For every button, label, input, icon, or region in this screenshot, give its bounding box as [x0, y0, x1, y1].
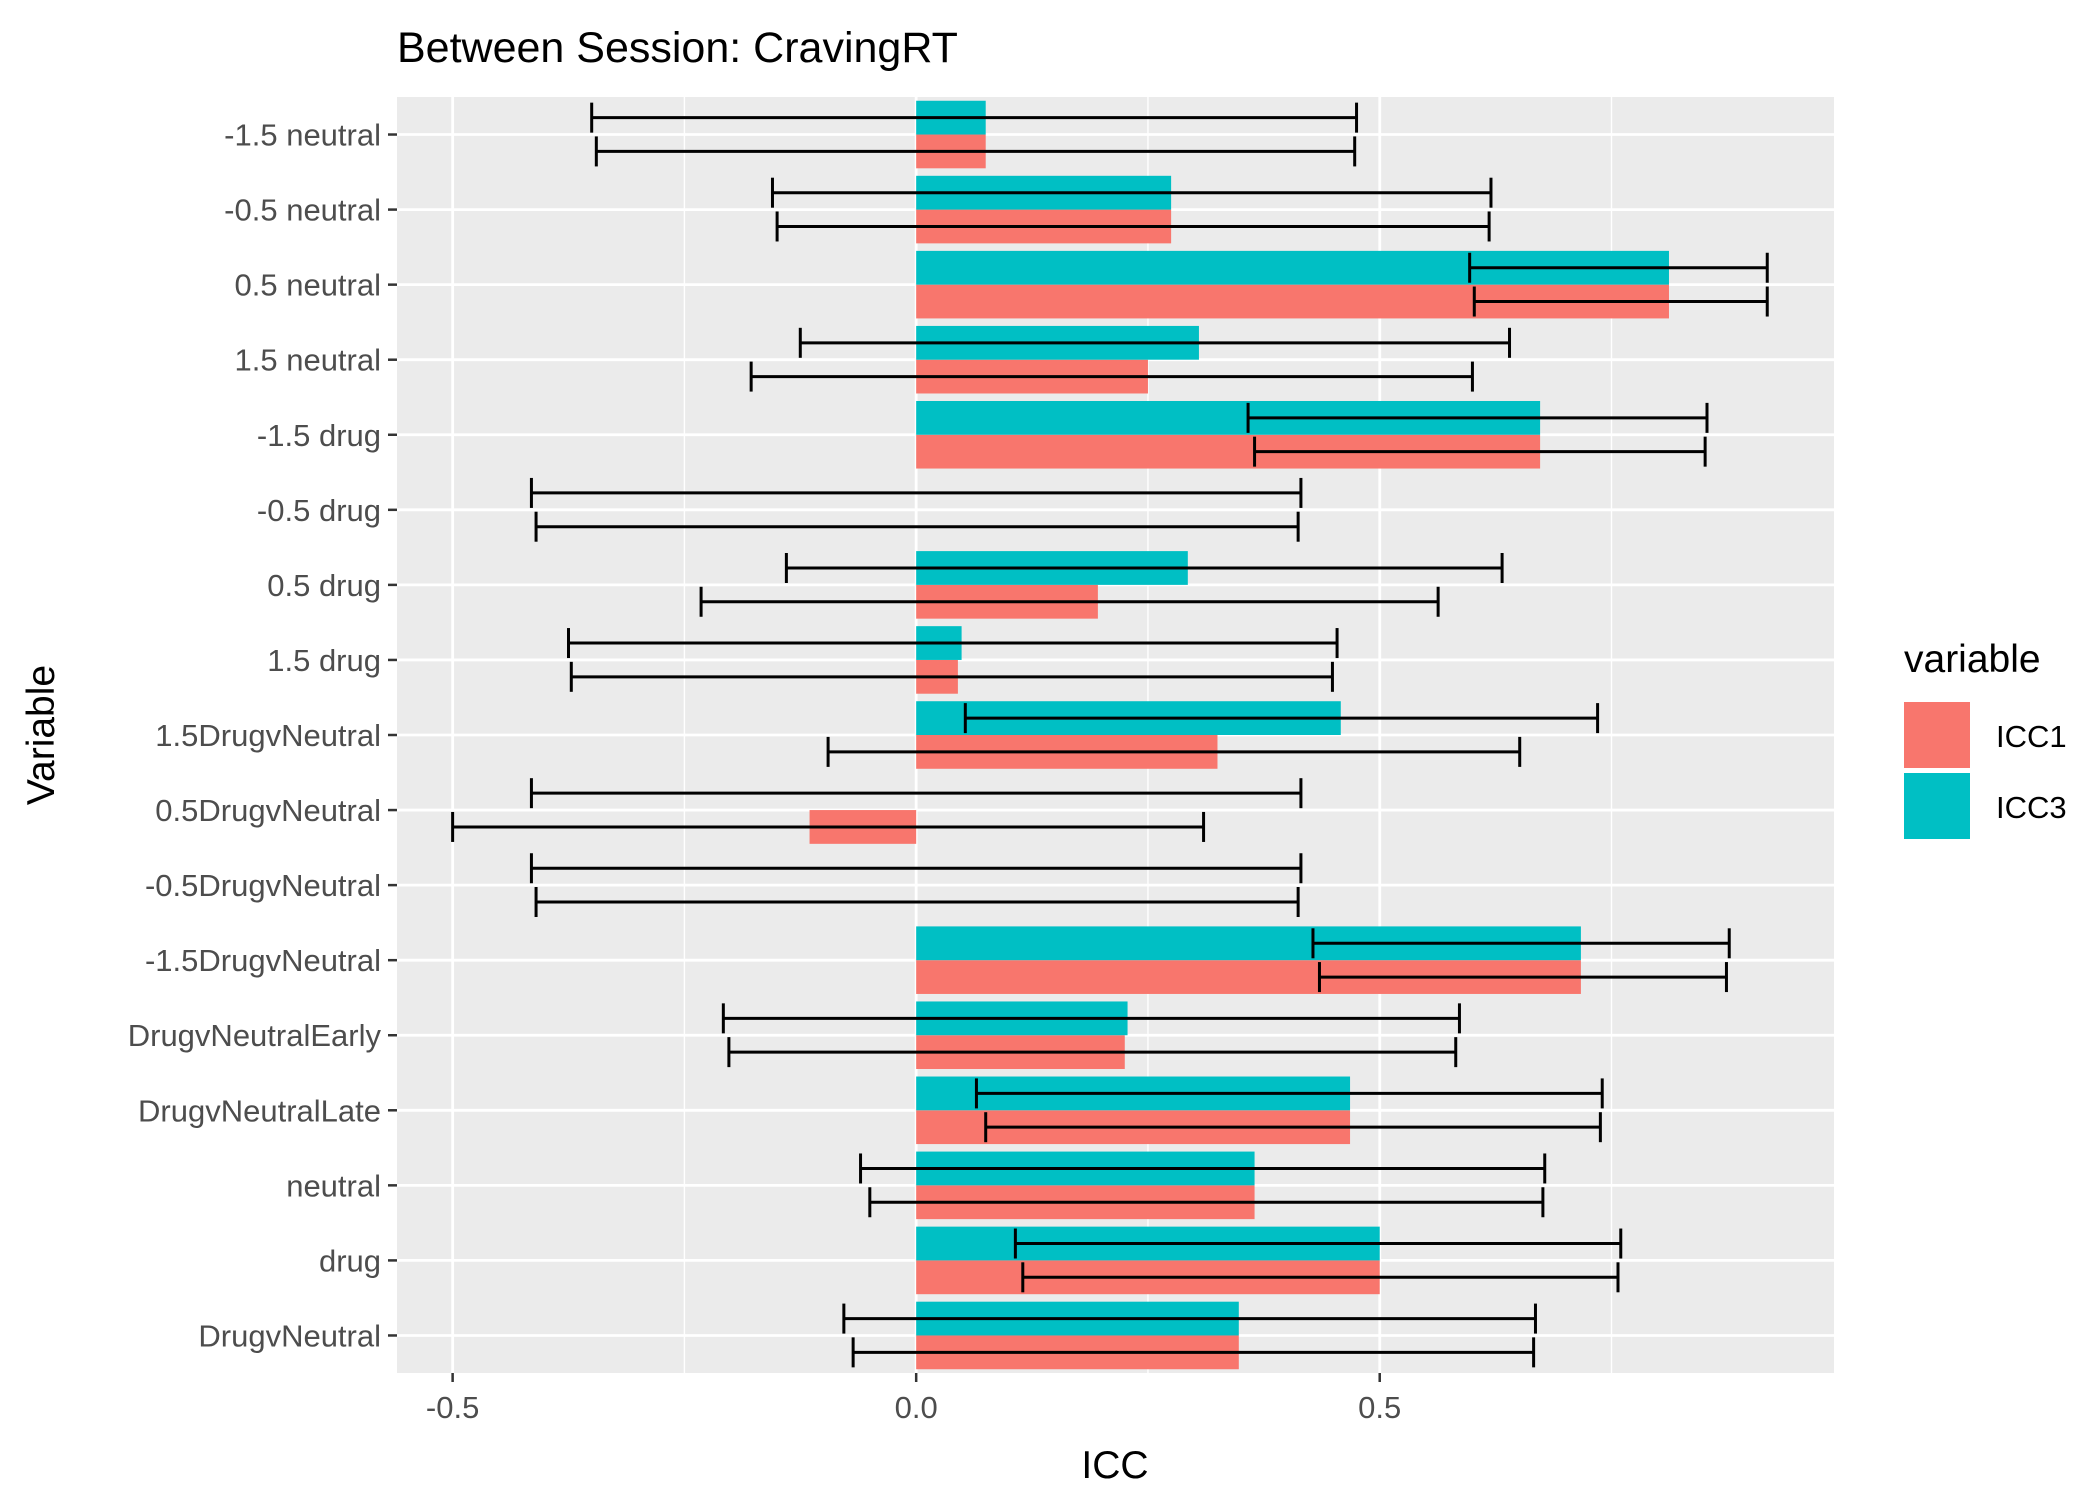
y-tick-label: 0.5 neutral [235, 268, 382, 303]
y-axis: -1.5 neutral -0.5 neutral 0.5 neutral 1.5 n… [128, 118, 397, 1353]
y-axis-title: Variable [20, 665, 63, 805]
legend-title: variable [1904, 638, 2041, 681]
y-tick-label: DrugvNeutral [198, 1318, 381, 1353]
y-tick-label: drug [319, 1243, 381, 1278]
x-tick-label: 0.5 [1358, 1390, 1401, 1425]
legend-label-icc3: ICC3 [1996, 790, 2067, 825]
y-tick-label: -0.5 neutral [224, 193, 381, 228]
y-tick-label: -1.5DrugvNeutral [145, 943, 381, 978]
y-tick-label: 0.5DrugvNeutral [155, 793, 381, 828]
y-tick-label: -0.5 drug [257, 493, 381, 528]
legend: variable ICC1 ICC3 [1904, 638, 2067, 839]
chart-title: Between Session: CravingRT [397, 24, 958, 72]
y-tick-label: 1.5 drug [267, 643, 381, 678]
x-tick-label: -0.5 [426, 1390, 479, 1425]
y-tick-label: DrugvNeutralEarly [128, 1018, 382, 1053]
error-bars [451, 102, 1769, 1368]
y-tick-label: -1.5 drug [257, 418, 381, 453]
y-tick-label: -0.5DrugvNeutral [145, 868, 381, 903]
y-tick-label: 1.5DrugvNeutral [155, 718, 381, 753]
x-axis: -0.5 0.0 0.5 [426, 1373, 1401, 1425]
y-tick-label: 0.5 drug [267, 568, 381, 603]
legend-label-icc1: ICC1 [1996, 719, 2067, 754]
x-axis-title: ICC [1081, 1444, 1148, 1487]
y-tick-label: 1.5 neutral [235, 343, 382, 378]
legend-key-icc1 [1904, 702, 1970, 768]
x-tick-label: 0.0 [895, 1390, 938, 1425]
y-tick-label: neutral [286, 1168, 381, 1203]
y-tick-label: DrugvNeutralLate [138, 1093, 381, 1128]
y-tick-label: -1.5 neutral [224, 118, 381, 153]
legend-key-icc3 [1904, 773, 1970, 839]
